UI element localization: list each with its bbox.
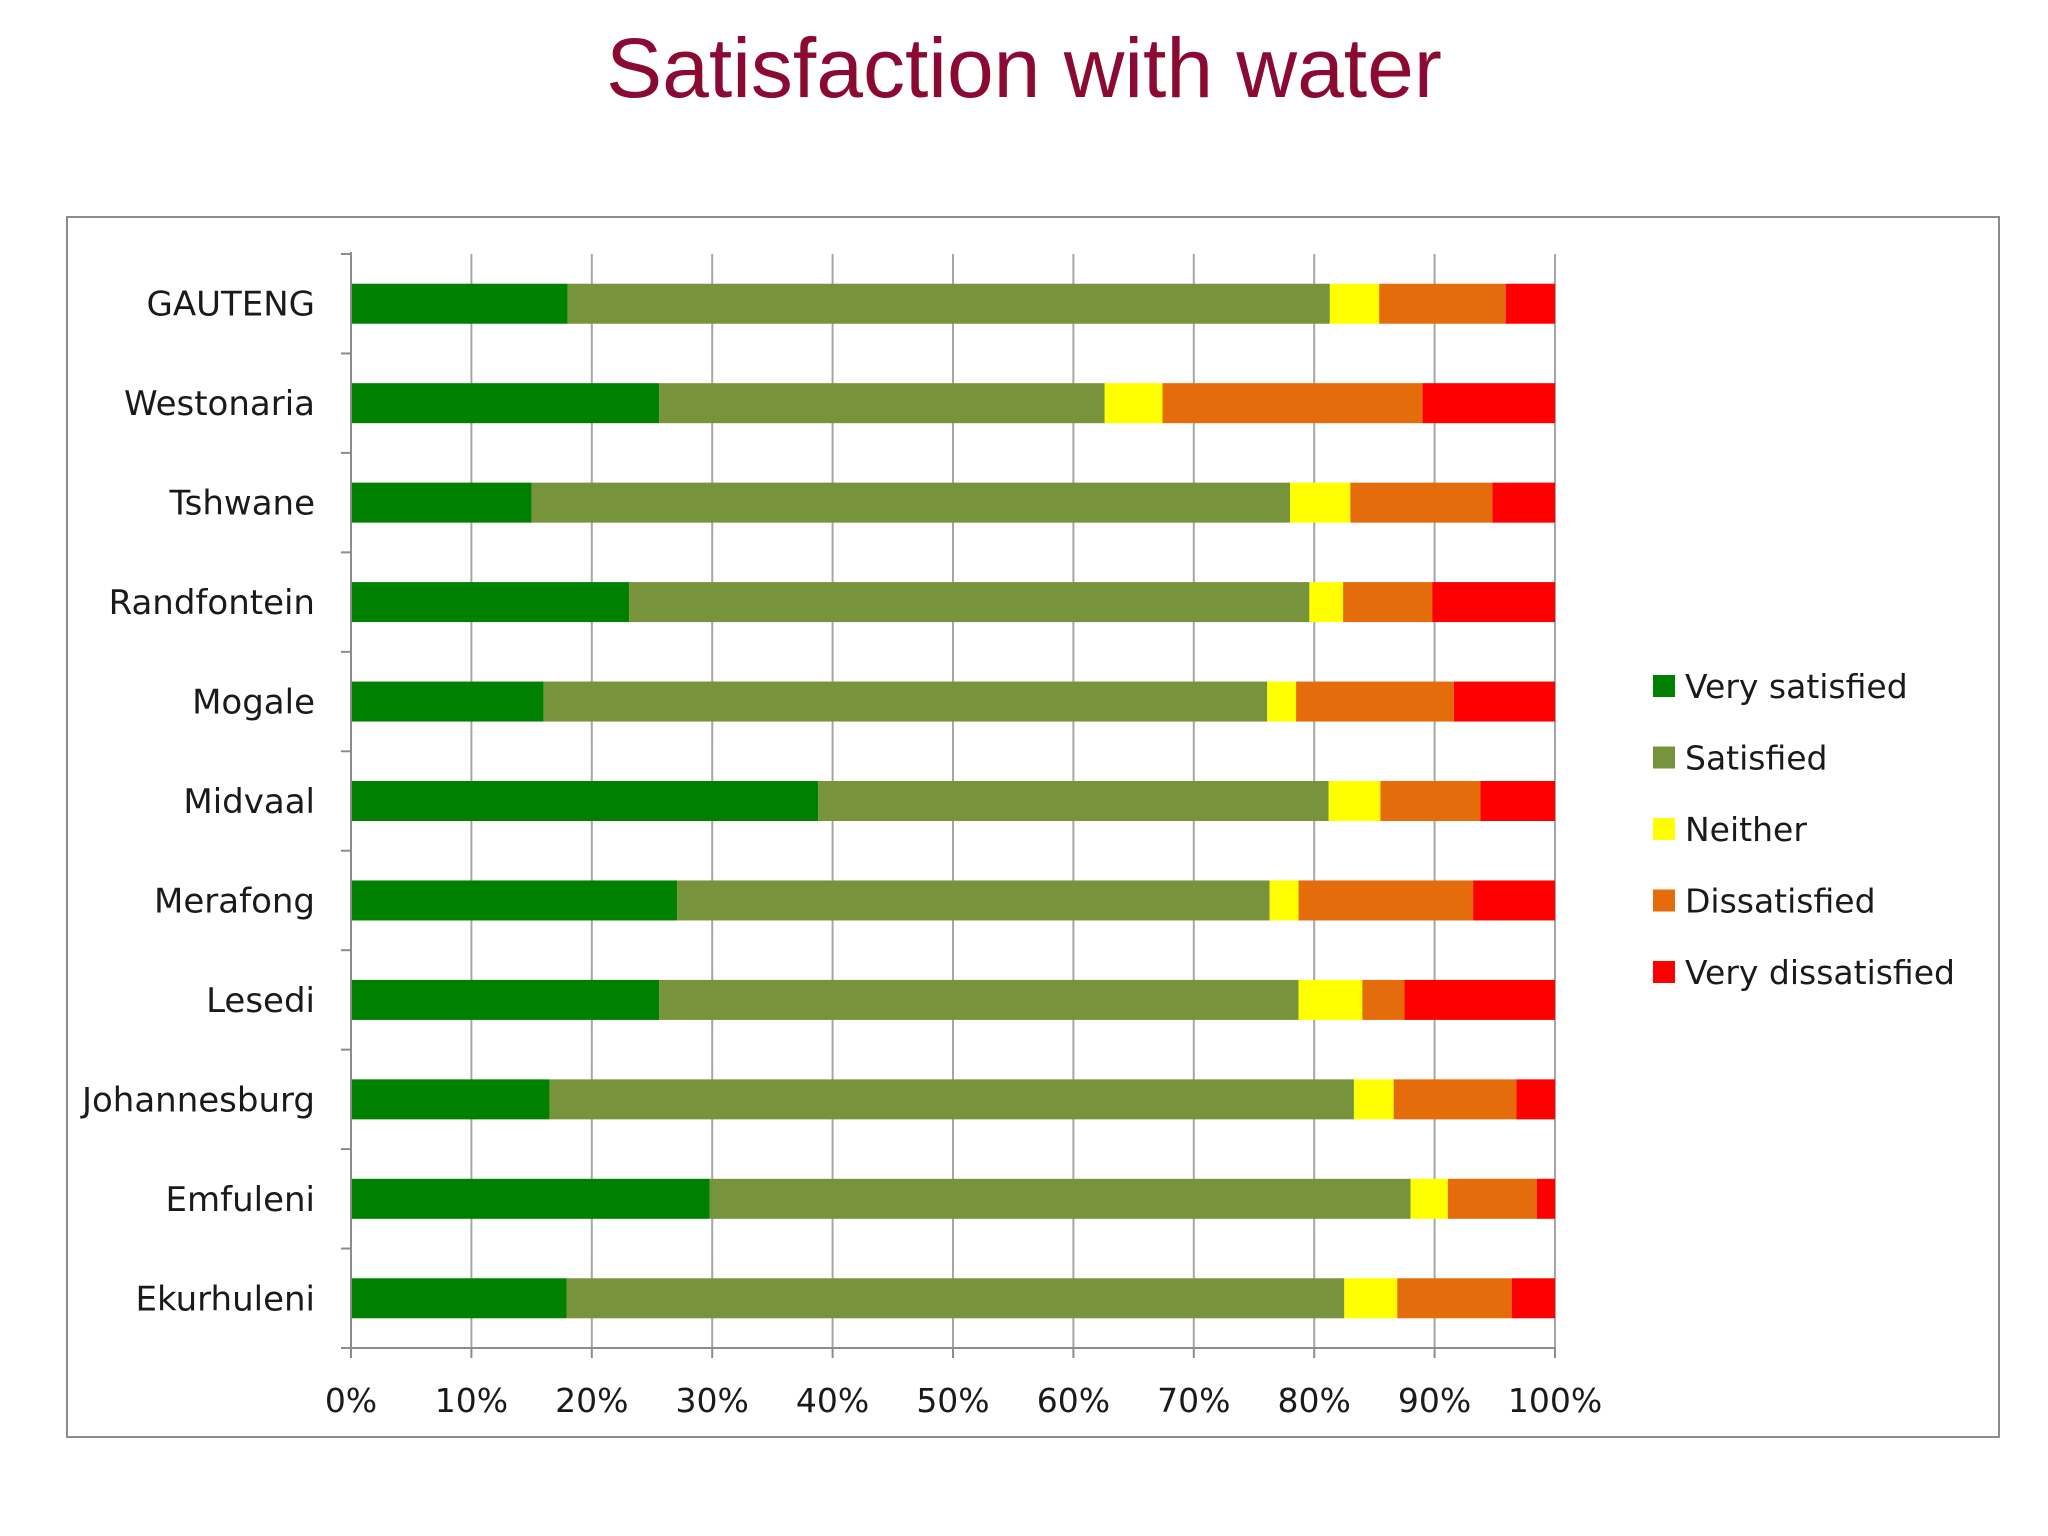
x-tick-label: 70%	[1157, 1381, 1230, 1420]
bars	[351, 283, 1555, 1319]
category-label: Merafong	[154, 881, 315, 921]
x-tick-label: 20%	[555, 1381, 628, 1420]
bar-segment	[1162, 383, 1423, 424]
bar-segment	[1350, 482, 1493, 523]
legend-swatch	[1653, 961, 1675, 983]
chart-area: GAUTENG Westonaria Tshwane Randfontein Mogal…	[66, 216, 2000, 1438]
x-tick-label: 10%	[435, 1381, 508, 1420]
bar-segment	[1410, 1178, 1448, 1219]
bar-segment	[1511, 1278, 1555, 1319]
bar-segment	[549, 1079, 1354, 1120]
category-label: Westonaria	[124, 384, 315, 424]
x-tick-label: 80%	[1278, 1381, 1351, 1420]
category-label: Ekurhuleni	[135, 1279, 315, 1319]
legend-swatch	[1653, 675, 1675, 697]
bar-segment	[351, 781, 819, 821]
legend: Very satisfied Satisfied Neither Dissatisfi…	[1653, 667, 1955, 992]
x-tick-label: 90%	[1398, 1381, 1471, 1420]
legend-swatch	[1653, 818, 1675, 840]
category-labels: GAUTENG Westonaria Tshwane Randfontein Mogal…	[80, 285, 315, 1320]
bar-segment	[1269, 880, 1299, 921]
category-label: Lesedi	[206, 981, 315, 1021]
x-tick-label: 100%	[1508, 1381, 1602, 1420]
x-tick-label: 50%	[916, 1381, 989, 1420]
bar-segment	[351, 880, 678, 921]
bar-segment	[543, 681, 1268, 722]
bar-segment	[351, 1178, 710, 1219]
category-label: Johannesburg	[80, 1080, 315, 1120]
bar-segment	[351, 979, 660, 1020]
bar-segment	[1329, 283, 1380, 324]
stacked-bar-chart: GAUTENG Westonaria Tshwane Randfontein Mogal…	[80, 252, 1955, 1420]
bar-segment	[1505, 283, 1555, 324]
bar-segment	[1397, 1278, 1512, 1319]
category-label: GAUTENG	[146, 285, 315, 325]
bar-segment	[566, 1278, 1345, 1319]
legend-label: Neither	[1685, 810, 1807, 849]
chart-title: Satisfaction with water	[606, 21, 1442, 115]
bar-segment	[659, 979, 1299, 1020]
category-label: Randfontein	[109, 583, 315, 623]
legend-swatch	[1653, 889, 1675, 912]
bar-segment	[1344, 1278, 1398, 1319]
bar-segment	[1393, 1079, 1517, 1120]
x-tick-label: 40%	[796, 1381, 869, 1420]
bar-segment	[1422, 383, 1555, 424]
bar-segment	[818, 781, 1329, 821]
bar-segment	[351, 1278, 567, 1319]
legend-label: Satisfied	[1685, 739, 1828, 778]
bar-segment	[1480, 781, 1555, 821]
category-label: Tshwane	[168, 484, 315, 524]
bar-segment	[1447, 1178, 1537, 1219]
bar-segment	[351, 383, 660, 424]
legend-swatch	[1653, 746, 1675, 769]
x-tick-label: 30%	[676, 1381, 749, 1420]
bar-segment	[1362, 979, 1405, 1020]
x-tick-label: 0%	[325, 1381, 377, 1420]
bar-segment	[351, 582, 630, 623]
bar-segment	[1404, 979, 1555, 1020]
legend-label: Very dissatisfied	[1685, 953, 1955, 992]
bar-segment	[1353, 1079, 1394, 1120]
bar-segment	[1296, 681, 1454, 722]
category-label: Midvaal	[183, 782, 315, 822]
x-tick-labels: 0% 10% 20% 30% 40% 50% 60% 70% 80% 90% 100%	[325, 1381, 1602, 1420]
bar-segment	[567, 283, 1330, 324]
axes	[341, 252, 1556, 1358]
bar-segment	[629, 582, 1310, 623]
bar-segment	[1104, 383, 1163, 424]
bar-segment	[351, 1079, 550, 1120]
bar-segment	[1298, 979, 1363, 1020]
x-tick-label: 60%	[1037, 1381, 1110, 1420]
bar-segment	[1516, 1079, 1555, 1120]
legend-label: Dissatisfied	[1685, 882, 1876, 921]
bar-segment	[1328, 781, 1381, 821]
bar-segment	[1432, 582, 1555, 623]
bar-segment	[1309, 582, 1344, 623]
bar-segment	[1492, 482, 1555, 523]
bar-segment	[531, 482, 1291, 523]
bar-segment	[709, 1178, 1411, 1219]
category-label: Mogale	[192, 683, 315, 723]
bar-segment	[1536, 1178, 1555, 1219]
bar-segment	[1298, 880, 1474, 921]
category-label: Emfuleni	[166, 1180, 315, 1220]
bar-segment	[1380, 781, 1481, 821]
bar-segment	[351, 482, 532, 523]
bar-segment	[659, 383, 1105, 424]
bar-segment	[677, 880, 1270, 921]
bar-segment	[1343, 582, 1433, 623]
bar-segment	[1290, 482, 1351, 523]
bar-segment	[1379, 283, 1506, 324]
bar-segment	[1473, 880, 1555, 921]
bar-segment	[351, 681, 544, 722]
legend-label: Very satisfied	[1685, 667, 1908, 706]
bar-segment	[351, 283, 568, 324]
bar-segment	[1267, 681, 1297, 722]
bar-segment	[1453, 681, 1555, 722]
